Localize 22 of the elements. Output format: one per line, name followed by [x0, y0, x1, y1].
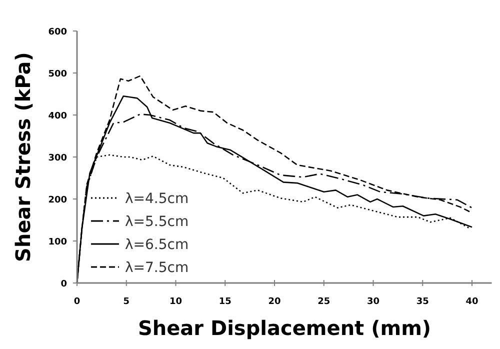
legend-label: λ=5.5cm [125, 214, 189, 230]
y-tick-label: 0 [60, 280, 67, 290]
x-tick-label: 20 [268, 297, 281, 307]
y-tick-label: 200 [48, 196, 67, 206]
legend-label: λ=4.5cm [125, 191, 189, 207]
y-tick-label: 100 [48, 238, 67, 248]
x-tick-label: 30 [366, 297, 380, 307]
legend-label: λ=6.5cm [125, 237, 189, 253]
x-tick-label: 10 [169, 297, 182, 307]
x-tick-label: 5 [123, 297, 130, 307]
y-tick-label: 500 [48, 70, 67, 80]
x-tick-label: 15 [218, 297, 232, 307]
y-tick-label: 600 [48, 28, 67, 38]
x-tick-label: 25 [318, 297, 330, 307]
y-tick-label: 400 [48, 112, 67, 122]
x-tick-label: 35 [416, 297, 429, 307]
x-tick-label: 40 [466, 297, 478, 307]
y-tick-label: 300 [48, 154, 67, 164]
x-tick-label: 0 [74, 297, 80, 307]
y-axis-title: Shear Stress (kPa) [11, 52, 35, 262]
legend-label: λ=7.5cm [125, 260, 189, 276]
x-axis-title: Shear Displacement (mm) [138, 316, 432, 340]
